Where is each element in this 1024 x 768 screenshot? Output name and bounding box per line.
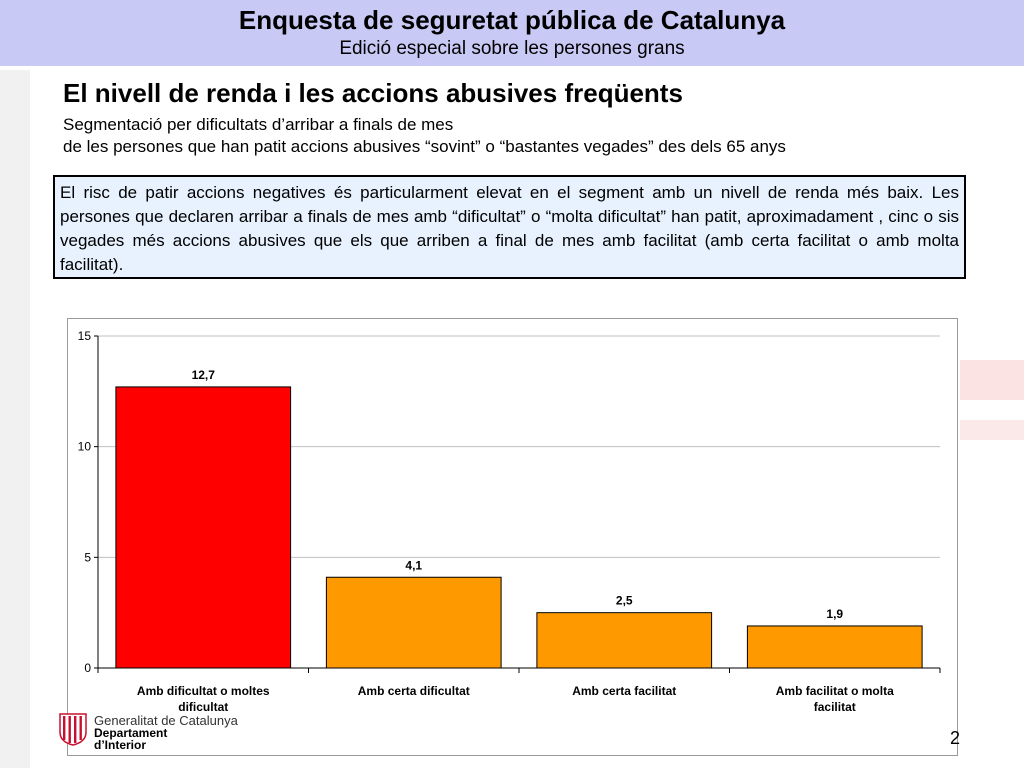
background-decoration — [0, 70, 30, 768]
note-text: El risc de patir accions negatives és pa… — [60, 183, 959, 274]
bar — [325, 576, 502, 669]
generalitat-logo-icon — [59, 713, 87, 746]
section-title: El nivell de renda i les accions abusive… — [63, 78, 683, 108]
section-subtitle: Segmentació per dificultats d’arribar a … — [63, 114, 786, 158]
y-tick-label: 10 — [78, 440, 92, 454]
header-subtitle: Edició especial sobre les persones grans — [339, 38, 685, 59]
department-name-line1: Departament — [94, 726, 168, 740]
bar — [746, 625, 923, 669]
data-label: 1,9 — [826, 607, 843, 621]
background-decoration — [960, 420, 1024, 440]
background-decoration — [960, 360, 1024, 400]
y-tick-label: 15 — [78, 329, 92, 343]
section-subtitle-line2: de les persones que han patit accions ab… — [63, 137, 786, 156]
header-title: Enquesta de seguretat pública de Catalun… — [238, 5, 786, 35]
header-band: Enquesta de seguretat pública de Catalun… — [0, 0, 1024, 66]
department-name-line2: d’Interior — [94, 738, 147, 752]
x-tick-label: Amb certa dificultat — [358, 684, 470, 698]
section-subtitle-line1: Segmentació per dificultats d’arribar a … — [63, 115, 454, 134]
page-number: 2 — [950, 728, 961, 748]
y-tick-label: 0 — [84, 661, 91, 675]
data-label: 2,5 — [616, 594, 633, 608]
note-box: El risc de patir accions negatives és pa… — [53, 175, 966, 279]
bar — [536, 612, 713, 669]
x-tick-label: Amb facilitat o molta facilitat — [776, 684, 894, 714]
data-label: 4,1 — [405, 558, 422, 572]
x-tick-label: Amb certa facilitat — [572, 684, 676, 698]
y-tick-label: 5 — [84, 550, 91, 564]
x-tick-label: Amb dificultat o moltes dificultat — [137, 684, 270, 714]
data-label: 12,7 — [192, 368, 216, 382]
bar — [115, 386, 292, 669]
org-name: Generalitat de Catalunya — [94, 713, 238, 728]
